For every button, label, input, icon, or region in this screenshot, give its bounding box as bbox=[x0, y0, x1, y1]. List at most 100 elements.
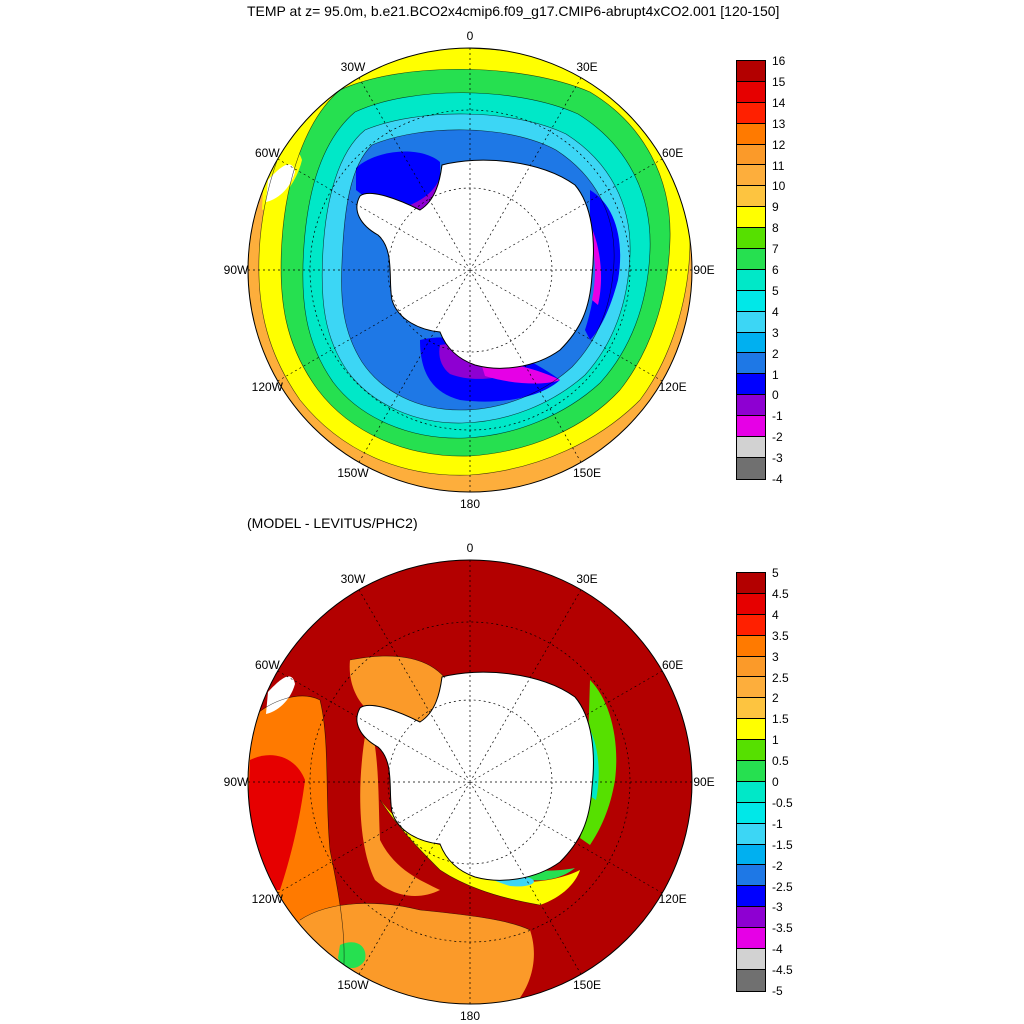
diff-colorbar-tick-label: -4.5 bbox=[772, 963, 793, 978]
diff-pole-mark: + bbox=[467, 778, 473, 789]
temp-colorbar-cell bbox=[737, 311, 765, 333]
diff-colorbar-cell bbox=[737, 656, 765, 678]
diff-lon-label: 30E bbox=[576, 572, 598, 587]
difference-plot-title: (MODEL - LEVITUS/PHC2) bbox=[247, 515, 418, 531]
temp-colorbar-cell bbox=[737, 144, 765, 166]
temp-colorbar-cell bbox=[737, 249, 765, 270]
diff-colorbar-cell bbox=[737, 781, 765, 803]
temp-colorbar-tick-label: 16 bbox=[772, 54, 786, 68]
temp-colorbar-cell bbox=[737, 186, 765, 208]
temp-colorbar-tick-label: -3 bbox=[772, 451, 783, 466]
temp-colorbar-cell bbox=[737, 207, 765, 229]
diff-band-05-patch bbox=[338, 942, 366, 969]
temp-colorbar-tick-label: 12 bbox=[772, 137, 786, 152]
diff-lon-label: 60E bbox=[661, 658, 684, 672]
temp-colorbar bbox=[736, 60, 766, 480]
temp-meridian-line bbox=[358, 77, 468, 266]
temp-colorbar-tick-label: 15 bbox=[772, 74, 786, 89]
diff-colorbar-tick-label: 5 bbox=[772, 566, 779, 580]
plot-title: TEMP at z= 95.0m, b.e21.BCO2x4cmip6.f09_… bbox=[247, 3, 780, 19]
diff-lon-label: 60W bbox=[255, 658, 280, 672]
temp-colorbar-tick-label: 0 bbox=[772, 388, 779, 403]
diff-colorbar-cell bbox=[737, 719, 765, 741]
temp-colorbar-tick-label: 2 bbox=[772, 346, 779, 361]
diff-colorbar-cell bbox=[737, 969, 765, 991]
diff-colorbar-tick-label: -4 bbox=[772, 942, 783, 957]
difference-map bbox=[248, 560, 692, 1004]
temp-land-southamerica bbox=[266, 164, 295, 202]
temp-meridian-line bbox=[474, 272, 663, 382]
temp-meridian-line bbox=[474, 158, 663, 268]
diff-colorbar-tick-label: 4.5 bbox=[772, 586, 789, 601]
temp-lon-label: 150W bbox=[337, 465, 369, 480]
temp-colorbar-tick-label: 10 bbox=[772, 179, 786, 194]
temp-meridian-line bbox=[277, 158, 466, 268]
temp-colorbar-cell bbox=[737, 332, 765, 354]
diff-colorbar-tick-label: -1 bbox=[772, 816, 783, 831]
diff-lon-label: 120E bbox=[658, 892, 687, 906]
diff-meridians bbox=[248, 560, 692, 1004]
diff-lon-label: 0 bbox=[466, 541, 474, 555]
temp-colorbar-cell bbox=[737, 165, 765, 187]
diff-colorbar-tick-label: 3.5 bbox=[772, 628, 789, 643]
temp-colorbar-cell bbox=[737, 374, 765, 396]
temp-colorbar-tick-label: -2 bbox=[772, 430, 783, 445]
diff-colorbar-cell bbox=[737, 677, 765, 699]
diff-meridian-line bbox=[358, 589, 468, 778]
diff-colorbar-cell bbox=[737, 698, 765, 720]
temp-colorbar-cell bbox=[737, 290, 765, 312]
temp-colorbar-cell bbox=[737, 353, 765, 375]
temp-meridians bbox=[248, 48, 692, 492]
diff-colorbar-cell bbox=[737, 802, 765, 824]
diff-land-southamerica bbox=[266, 676, 295, 714]
temp-meridian-line bbox=[358, 274, 468, 463]
diff-meridian-line bbox=[474, 784, 663, 894]
temp-colorbar-cell bbox=[737, 269, 765, 291]
temp-colorbar-tick-label: 11 bbox=[772, 158, 785, 173]
diff-band-25-amundsen bbox=[360, 720, 440, 896]
temp-meridian-line bbox=[472, 274, 582, 463]
diff-lon-label: 90W bbox=[223, 775, 249, 789]
temp-colorbar-cell bbox=[737, 123, 765, 145]
diff-colorbar-tick-label: -1.5 bbox=[772, 837, 793, 852]
temp-colorbar-cell bbox=[737, 102, 765, 124]
diff-meridian-line bbox=[358, 786, 468, 975]
temp-colorbar-cell bbox=[737, 81, 765, 103]
temp-colorbar-tick-label: -4 bbox=[772, 472, 783, 486]
temp-colorbar-cell bbox=[737, 457, 765, 479]
diff-colorbar-tick-label: 3 bbox=[772, 649, 779, 664]
temp-colorbar-cell bbox=[737, 416, 765, 438]
temp-lon-label: 30E bbox=[576, 60, 598, 75]
diff-colorbar-cell bbox=[737, 865, 765, 887]
diff-colorbar-cell bbox=[737, 635, 765, 657]
temp-colorbar-tick-label: 5 bbox=[772, 283, 779, 298]
diff-colorbar-tick-label: -3 bbox=[772, 900, 783, 915]
diff-meridian-line bbox=[277, 784, 466, 894]
temp-colorbar-cell bbox=[737, 437, 765, 458]
temp-colorbar-tick-label: 14 bbox=[772, 95, 786, 110]
temp-colorbar-cell bbox=[737, 61, 765, 82]
diff-contour-lines bbox=[249, 655, 541, 1001]
diff-colorbar-tick-label: 4 bbox=[772, 607, 779, 622]
temp-lon-label: 150E bbox=[572, 465, 602, 480]
diff-colorbar-tick-label: -5 bbox=[772, 984, 783, 998]
diff-lon-label: 90E bbox=[693, 775, 715, 789]
diff-colorbar-cell bbox=[737, 886, 765, 908]
diff-lon-label: 120W bbox=[251, 892, 284, 906]
temp-colorbar-tick-label: -1 bbox=[772, 409, 783, 424]
temp-lon-label: 0 bbox=[466, 29, 474, 43]
diff-lon-label: 180 bbox=[459, 1009, 481, 1023]
diff-meridian-line bbox=[472, 786, 582, 975]
temp-colorbar-tick-label: 7 bbox=[772, 242, 779, 257]
diff-colorbar-tick-label: 0.5 bbox=[772, 754, 789, 769]
diff-lon-label: 150W bbox=[337, 977, 369, 992]
temp-lon-label: 60E bbox=[661, 146, 684, 160]
temp-band-m1-east bbox=[582, 210, 602, 305]
diff-lon-label: 30W bbox=[340, 572, 366, 587]
diff-colorbar-tick-label: 1 bbox=[772, 733, 779, 748]
diff-colorbar-tick-label: -0.5 bbox=[772, 795, 793, 810]
diff-colorbar-cell bbox=[737, 844, 765, 866]
diff-lon-label: 150E bbox=[572, 977, 602, 992]
temp-lon-label: 120W bbox=[251, 380, 284, 394]
temp-colorbar-tick-label: 4 bbox=[772, 304, 779, 319]
